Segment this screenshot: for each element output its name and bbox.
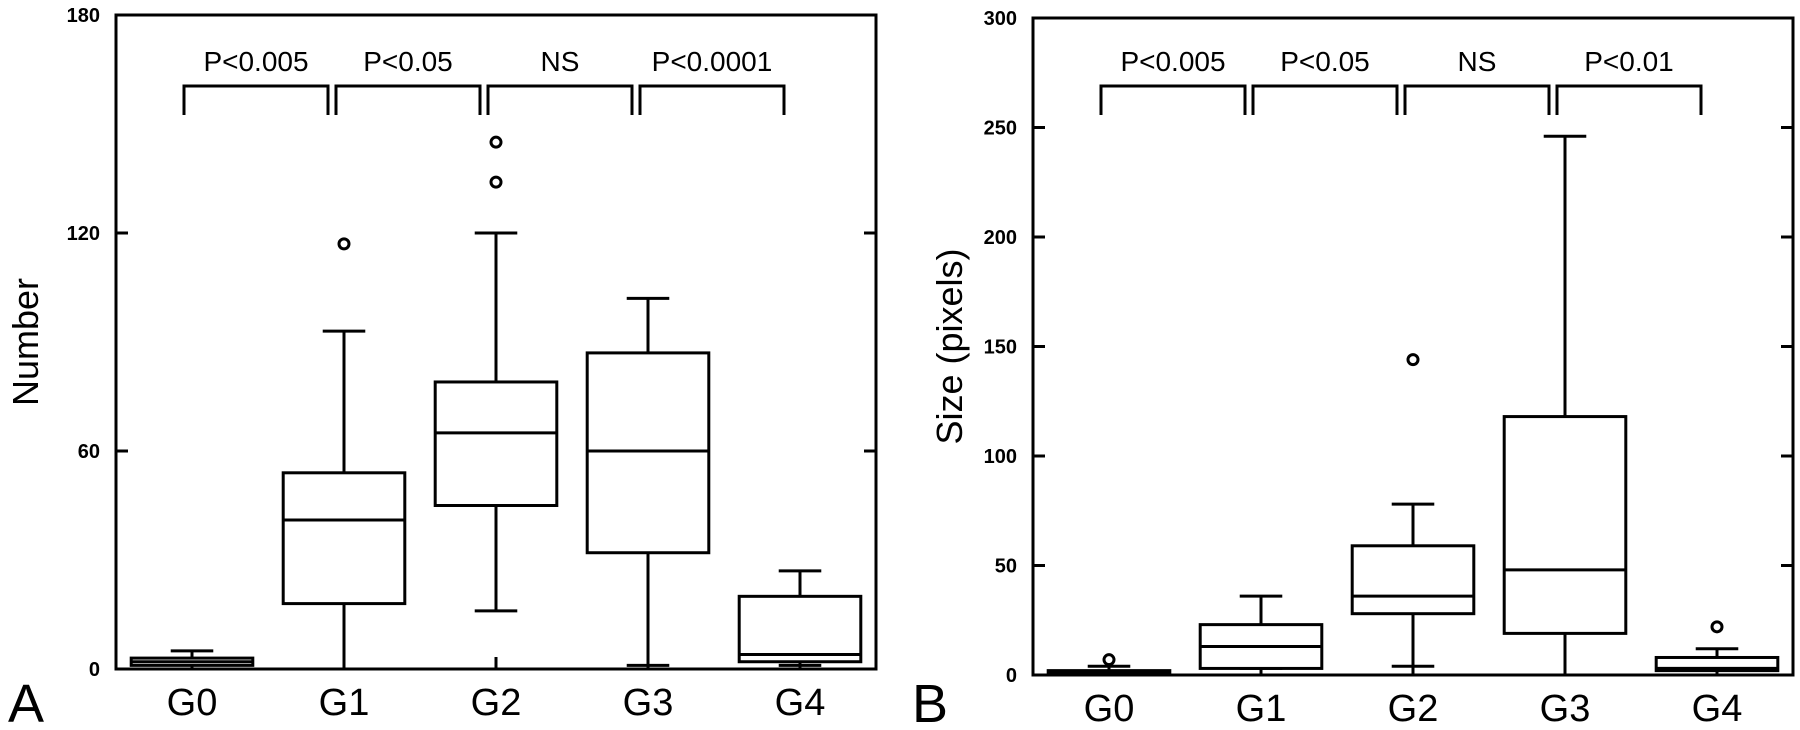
bracket-line <box>1555 84 1703 115</box>
x-category-label: G4 <box>1692 688 1743 730</box>
box-iqr <box>1350 544 1476 616</box>
x-category-label: G0 <box>1084 688 1135 730</box>
significance-bracket: P<0.0001 <box>638 46 786 115</box>
x-category-label: G3 <box>1540 688 1591 730</box>
box-g3 <box>585 296 711 667</box>
box-g1 <box>281 237 407 669</box>
bracket-line <box>182 84 330 115</box>
x-category-label: G3 <box>623 682 674 724</box>
significance-label: NS <box>541 46 580 77</box>
y-axis-title: Number <box>5 278 46 406</box>
panel-b: 0 50 100 150 200 250 300 G0 G1 G2 G3 G4 Size (pixels… <box>912 8 1795 730</box>
y-tick-label: 150 <box>984 337 1017 359</box>
outlier-point <box>1102 653 1116 667</box>
box-g4 <box>737 569 863 667</box>
y-axis-title: Size (pixels) <box>929 248 970 444</box>
box-g0 <box>1046 653 1172 677</box>
box-g4 <box>1654 620 1780 675</box>
y-tick-label: 100 <box>984 446 1017 468</box>
significance-bracket: P<0.05 <box>334 46 482 115</box>
significance-label: P<0.005 <box>203 46 308 77</box>
y-tick-label: 120 <box>67 223 100 245</box>
significance-label: P<0.005 <box>1120 46 1225 77</box>
bracket-line <box>1251 84 1399 115</box>
significance-bracket: P<0.05 <box>1251 46 1399 115</box>
outlier-point <box>489 175 503 189</box>
x-category-label: G0 <box>167 682 218 724</box>
bracket-line <box>1099 84 1247 115</box>
x-category-label: G2 <box>1388 688 1439 730</box>
box-iqr <box>737 594 863 664</box>
x-category-label: G4 <box>775 682 826 724</box>
significance-label: P<0.0001 <box>652 46 773 77</box>
y-tick-label: 180 <box>67 5 100 27</box>
box-iqr <box>585 351 711 555</box>
x-category-label: G1 <box>319 682 370 724</box>
significance-label: P<0.05 <box>1280 46 1370 77</box>
significance-bracket: P<0.005 <box>1099 46 1247 115</box>
panel-letter: B <box>912 674 948 730</box>
panel-a: 0 60 120 180 G0 G1 G2 G3 G4 Number A P<0.005 P<0.05 N… <box>5 5 878 730</box>
outlier-point <box>337 237 351 251</box>
bracket-line <box>1403 84 1551 115</box>
outlier-point <box>1406 353 1420 367</box>
bracket-line <box>486 84 634 115</box>
box-g1 <box>1198 594 1324 670</box>
box-iqr <box>433 380 559 508</box>
significance-bracket: NS <box>1403 46 1551 115</box>
significance-bracket: P<0.005 <box>182 46 330 115</box>
outlier-point <box>1710 620 1724 634</box>
box-g2 <box>433 135 559 613</box>
outlier-point <box>489 135 503 149</box>
box-iqr <box>1502 415 1628 635</box>
x-category-label: G2 <box>471 682 522 724</box>
box-g2 <box>1350 353 1476 668</box>
bracket-line <box>638 84 786 115</box>
significance-bracket: P<0.01 <box>1555 46 1703 115</box>
y-tick-label: 50 <box>995 556 1017 578</box>
panel-letter: A <box>8 674 44 730</box>
y-tick-label: 300 <box>984 8 1017 30</box>
y-tick-label: 0 <box>1006 665 1017 687</box>
box-g3 <box>1502 134 1628 675</box>
y-tick-label: 200 <box>984 227 1017 249</box>
y-tick-label: 60 <box>78 441 100 463</box>
significance-bracket: NS <box>486 46 634 115</box>
significance-label: NS <box>1458 46 1497 77</box>
significance-label: P<0.01 <box>1584 46 1674 77</box>
box-g0 <box>129 649 255 669</box>
box-iqr <box>281 471 407 606</box>
y-tick-label: 0 <box>89 659 100 681</box>
significance-label: P<0.05 <box>363 46 453 77</box>
bracket-line <box>334 84 482 115</box>
x-category-label: G1 <box>1236 688 1287 730</box>
y-tick-label: 250 <box>984 118 1017 140</box>
